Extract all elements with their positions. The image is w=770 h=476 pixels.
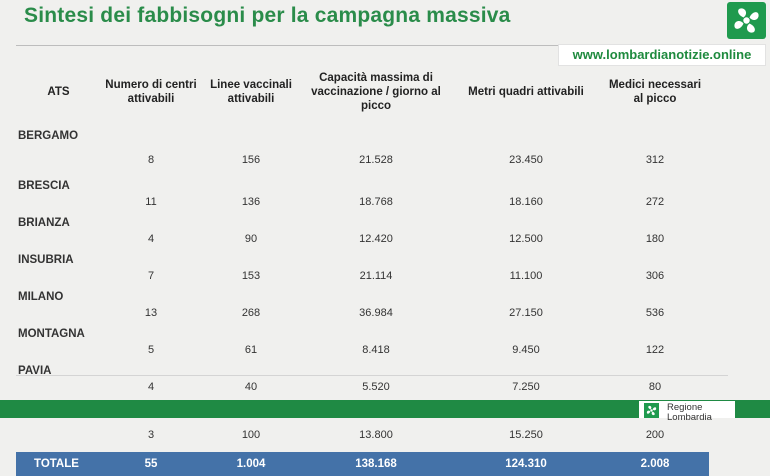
cell-ats: BERGAMO xyxy=(18,130,79,142)
cell-medici: 122 xyxy=(645,343,665,356)
total-centri: 55 xyxy=(101,452,201,476)
footer-brand-name: Regione Lombardia xyxy=(667,402,712,423)
cell-linee: 136 xyxy=(241,195,261,208)
lombardia-rose-icon xyxy=(727,2,766,39)
total-label: TOTALE xyxy=(16,452,101,476)
header-medici: Medici necessari al picco xyxy=(608,79,702,105)
footer-bar xyxy=(0,400,770,418)
cell-linee: 61 xyxy=(244,343,258,356)
cell-ats: BRIANZA xyxy=(18,217,70,229)
cell-centri: 7 xyxy=(147,269,155,282)
website-url: www.lombardianotizie.online xyxy=(558,44,766,66)
cell-capacita: 36.984 xyxy=(359,306,393,319)
cell-metri: 12.500 xyxy=(509,232,543,245)
cell-centri: 4 xyxy=(147,232,155,245)
cell-medici: 180 xyxy=(645,232,665,245)
cell-capacita: 18.768 xyxy=(359,195,393,208)
cell-ats: MILANO xyxy=(18,291,64,303)
cell-metri: 7.250 xyxy=(512,380,540,393)
cell-linee: 40 xyxy=(244,380,258,393)
cell-medici: 312 xyxy=(645,154,665,166)
total-capacita: 138.168 xyxy=(301,452,451,476)
table-row: BRESCIA 11 136 18.768 18.160 272 xyxy=(16,178,709,215)
cell-metri: 23.450 xyxy=(509,154,543,166)
table-row: INSUBRIA 7 153 21.114 11.100 306 xyxy=(16,252,709,289)
cell-centri: 8 xyxy=(147,154,155,166)
bottom-divider xyxy=(16,375,728,376)
cell-centri: 13 xyxy=(144,306,158,319)
cell-linee: 90 xyxy=(244,232,258,245)
cell-centri: 4 xyxy=(147,380,155,393)
cell-ats: PAVIA xyxy=(18,365,52,377)
total-metri: 124.310 xyxy=(451,452,601,476)
cell-linee: 153 xyxy=(241,269,261,282)
cell-metri: 18.160 xyxy=(509,195,543,208)
cell-metri: 9.450 xyxy=(512,343,540,356)
table-row: MILANO 13 268 36.984 27.150 536 xyxy=(16,289,709,326)
lombardia-rose-icon xyxy=(644,403,659,418)
table-header-row: ATS Numero di centri attivabili Linee va… xyxy=(16,64,709,120)
cell-linee: 268 xyxy=(241,306,261,319)
cell-ats: MONTAGNA xyxy=(18,328,85,340)
cell-metri: 11.100 xyxy=(509,269,543,282)
cell-linee: 156 xyxy=(241,154,261,166)
cell-ats: INSUBRIA xyxy=(18,254,74,266)
header-centri: Numero di centri attivabili xyxy=(105,79,197,105)
header-metri: Metri quadri attivabili xyxy=(468,86,584,98)
table-row: BRIANZA 4 90 12.420 12.500 180 xyxy=(16,215,709,252)
cell-metri: 27.150 xyxy=(509,306,543,319)
cell-medici: 80 xyxy=(648,380,662,393)
table-row: MONTAGNA 5 61 8.418 9.450 122 xyxy=(16,326,709,363)
cell-capacita: 12.420 xyxy=(359,232,393,245)
cell-medici: 536 xyxy=(645,306,665,319)
cell-capacita: 21.114 xyxy=(359,269,393,282)
total-medici: 2.008 xyxy=(601,452,709,476)
cell-medici: 272 xyxy=(645,195,665,208)
title-divider xyxy=(16,45,728,46)
footer-brand: Regione Lombardia xyxy=(639,401,735,423)
page-title: Sintesi dei fabbisogni per la campagna m… xyxy=(24,4,511,27)
cell-ats: BRESCIA xyxy=(18,180,70,192)
total-linee: 1.004 xyxy=(201,452,301,476)
header-ats: ATS xyxy=(47,86,70,98)
cell-centri: 5 xyxy=(147,343,155,356)
cell-capacita: 21.528 xyxy=(359,154,393,166)
cell-medici: 306 xyxy=(645,269,665,282)
total-row: TOTALE 55 1.004 138.168 124.310 2.008 xyxy=(16,452,709,476)
table-row: BERGAMO 8 156 21.528 23.450 312 xyxy=(16,120,709,178)
cell-capacita: 5.520 xyxy=(362,380,390,393)
cell-capacita: 8.418 xyxy=(362,343,390,356)
table-row: PAVIA 4 40 5.520 7.250 80 xyxy=(16,363,709,400)
cell-centri: 11 xyxy=(145,195,157,208)
header-linee: Linee vaccinali attivabili xyxy=(210,79,292,105)
header-capacita: Capacità massima di vaccinazione / giorn… xyxy=(311,72,441,112)
